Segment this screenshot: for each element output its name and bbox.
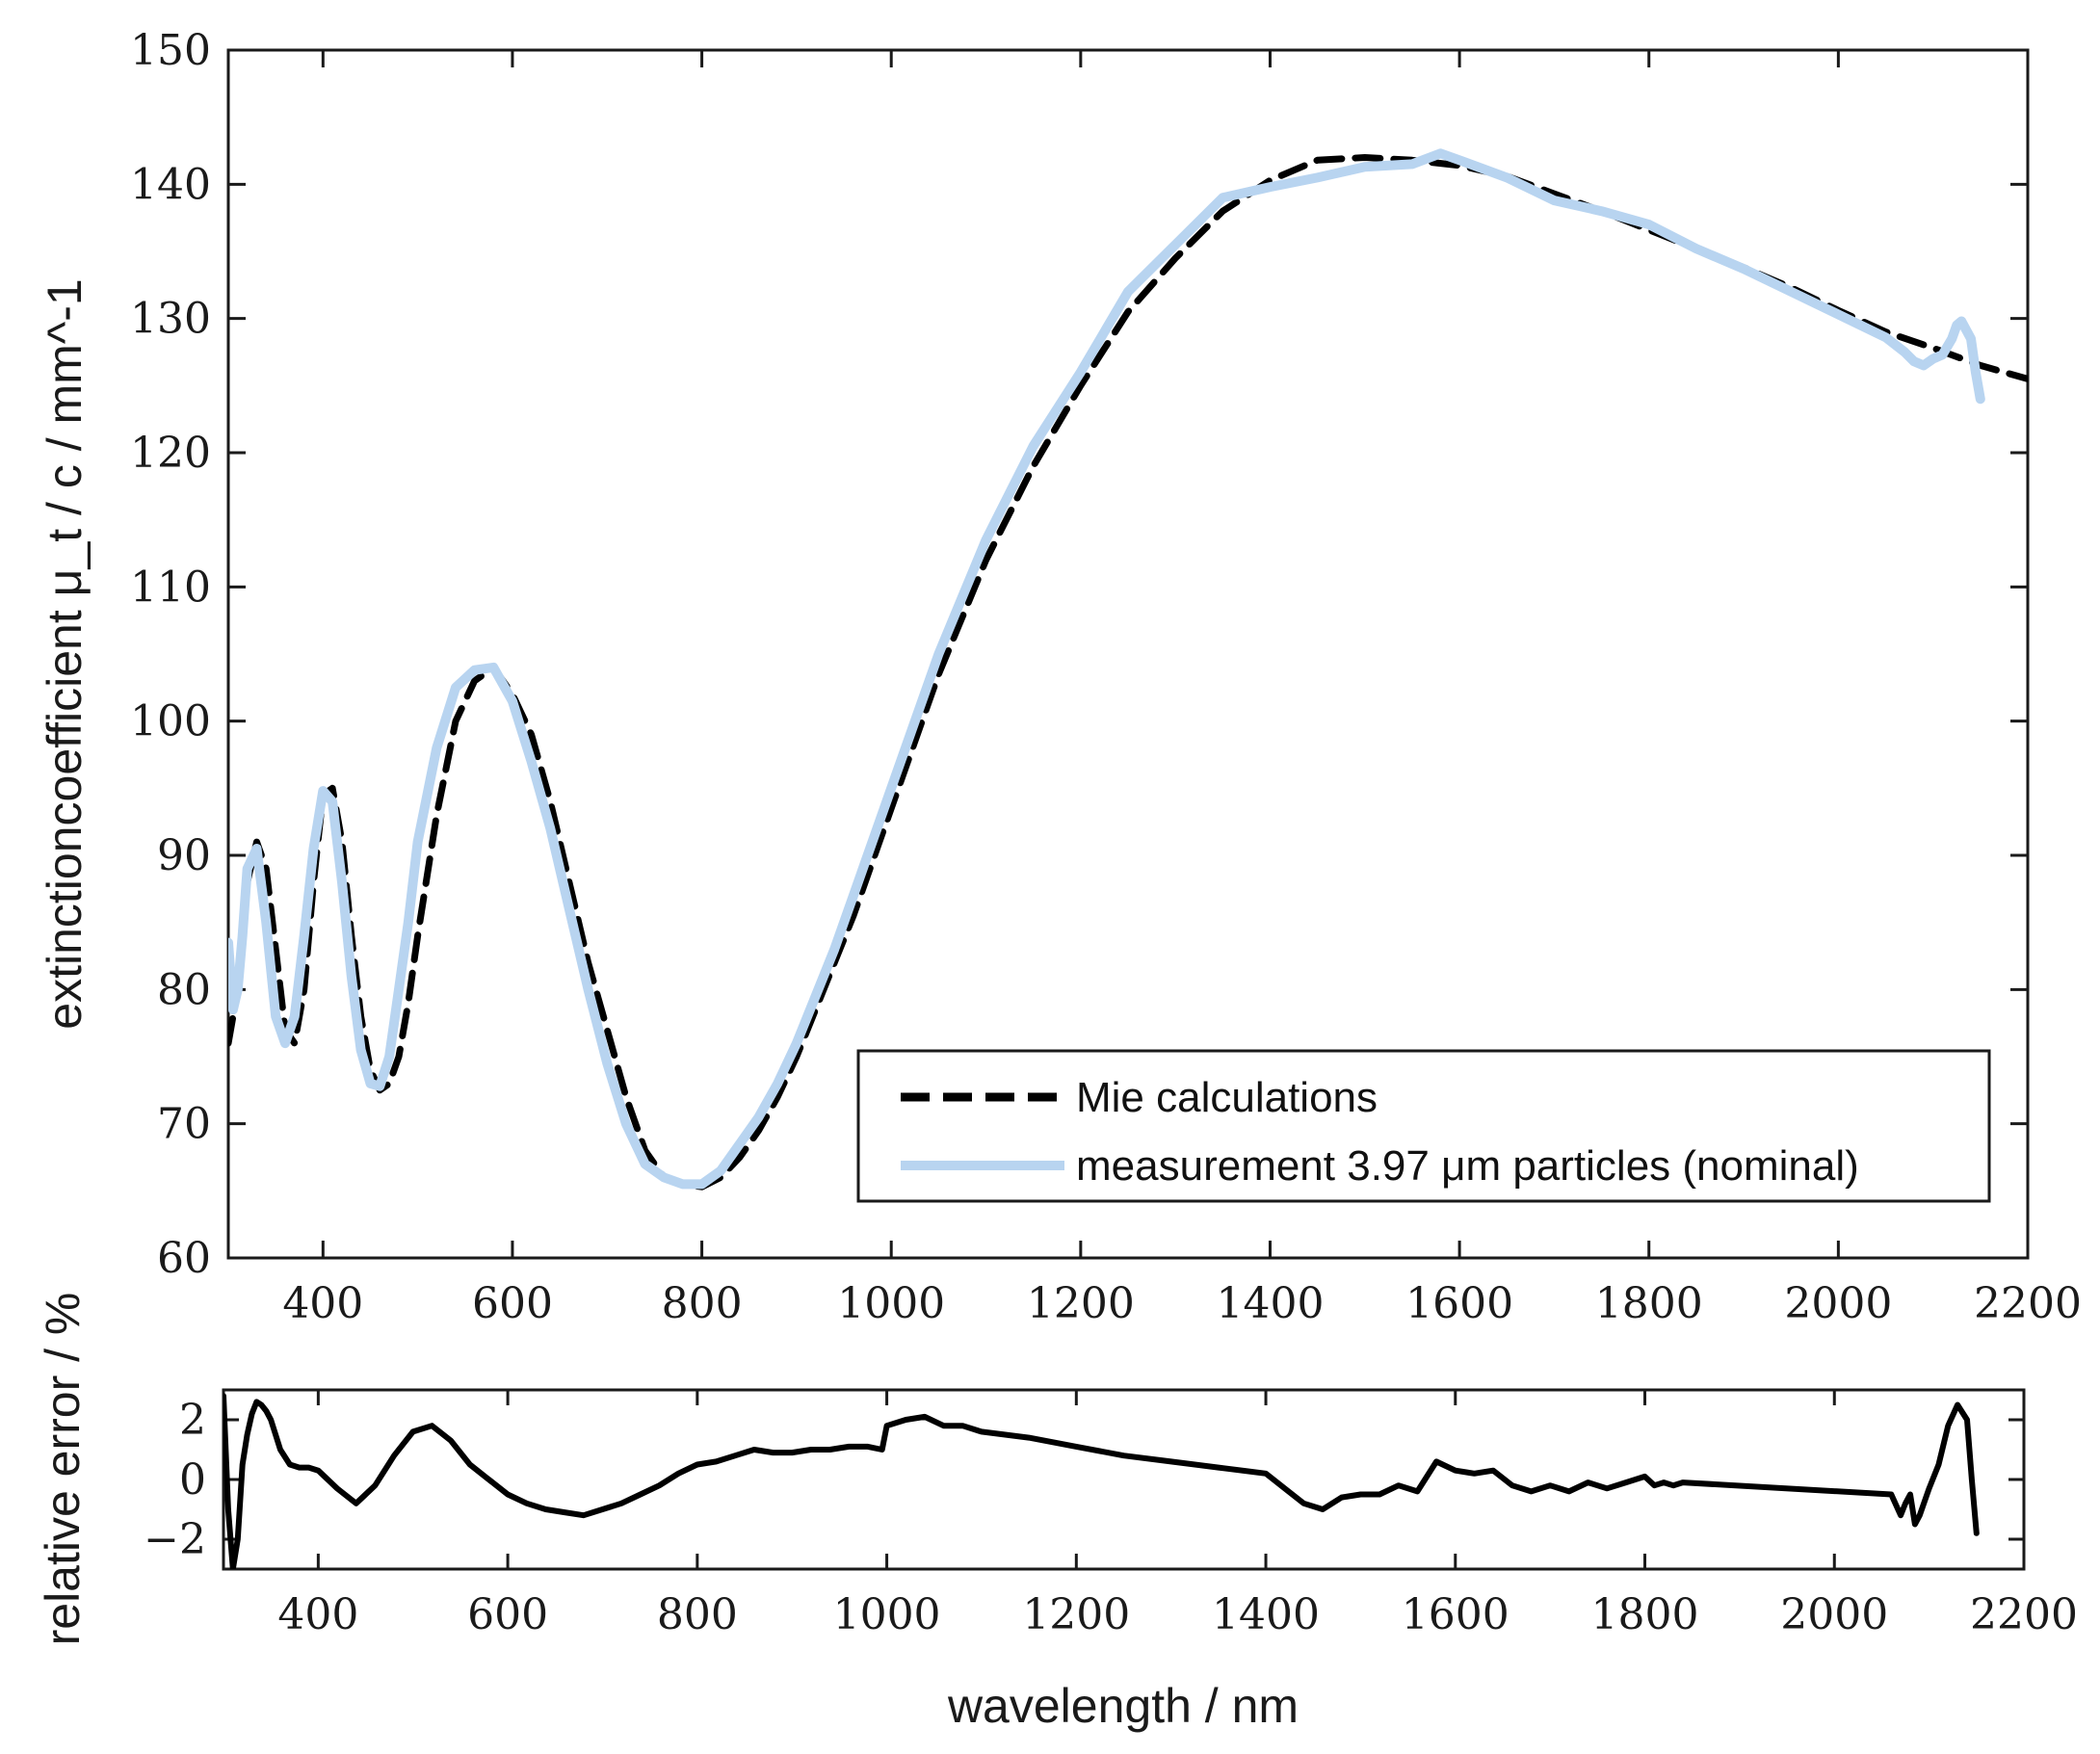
- x-tick-label: 1400: [1216, 1279, 1324, 1328]
- x-tick-label: 400: [282, 1279, 363, 1328]
- legend-box: [856, 1049, 1991, 1203]
- x-tick-label: 1000: [833, 1590, 941, 1639]
- top-x-ticks: 400 600 800 1000 1200 1400 1600 1800 2000 2200: [282, 50, 2082, 1328]
- x-tick-label: 2000: [1780, 1590, 1888, 1639]
- x-tick-label: 2000: [1784, 1279, 1892, 1328]
- y-tick-label: 2: [179, 1396, 206, 1445]
- legend-mie-label: Mie calculations: [1076, 1074, 1378, 1121]
- y-tick-label: 140: [130, 160, 211, 209]
- x-tick-label: 800: [657, 1590, 738, 1639]
- legend: Mie calculations measurement 3.97 μm par…: [856, 1049, 1991, 1203]
- x-tick-label: 1800: [1591, 1590, 1699, 1639]
- x-tick-label: 1200: [1027, 1279, 1135, 1328]
- bottom-x-ticks: 400 600 800 1000 1200 1400 1600 1800 2000 2200: [277, 1390, 2078, 1639]
- y-tick-label: 70: [157, 1100, 211, 1149]
- x-tick-label: 400: [277, 1590, 358, 1639]
- extinction-plot: 400 600 800 1000 1200 1400 1600 1800 2000 2200 60…: [38, 26, 2082, 1328]
- x-tick-label: 1600: [1402, 1590, 1509, 1639]
- y-tick-label: 110: [130, 563, 211, 612]
- top-plot-frame: [226, 48, 2030, 1260]
- legend-measurement-label: measurement 3.97 μm particles (nominal): [1076, 1142, 1859, 1190]
- relative-error-plot: 400 600 800 1000 1200 1400 1600 1800 2000 2200 −2…: [36, 1293, 2078, 1733]
- series-line-relative-error: [223, 1393, 1980, 1569]
- y-tick-label: 100: [130, 697, 211, 746]
- x-tick-label: 2200: [1970, 1590, 2078, 1639]
- y-tick-label: 130: [130, 295, 211, 344]
- x-tick-label: 800: [662, 1279, 743, 1328]
- series-line-measurement-3-97-m-particles-nominal: [228, 148, 1985, 1190]
- x-tick-label: 1000: [837, 1279, 945, 1328]
- bottom-y-axis-label: relative error / %: [36, 1293, 90, 1646]
- y-tick-label: 150: [130, 26, 211, 75]
- bottom-plot-frame: [222, 1388, 2026, 1571]
- x-tick-label: 1200: [1022, 1590, 1130, 1639]
- top-series: [228, 148, 2028, 1191]
- bottom-y-ticks: −2 0 2: [144, 1396, 2024, 1564]
- y-tick-label: −2: [144, 1515, 206, 1564]
- y-tick-label: 120: [130, 429, 211, 478]
- top-y-ticks: 60 70 80 90 100 110 120 130 140 150: [130, 26, 2028, 1283]
- x-tick-label: 1600: [1405, 1279, 1513, 1328]
- top-y-axis-label: extinctioncoefficient μ_t / c / mm^-1: [38, 278, 92, 1029]
- x-tick-label: 1400: [1212, 1590, 1320, 1639]
- y-tick-label: 60: [157, 1234, 211, 1283]
- x-tick-label: 2200: [1974, 1279, 2082, 1328]
- y-tick-label: 80: [157, 965, 211, 1014]
- x-tick-label: 1800: [1595, 1279, 1703, 1328]
- bottom-series: [223, 1393, 1980, 1569]
- x-tick-label: 600: [472, 1279, 553, 1328]
- x-axis-label: wavelength / nm: [947, 1679, 1299, 1733]
- y-tick-label: 0: [179, 1455, 206, 1505]
- y-tick-label: 90: [157, 831, 211, 880]
- x-tick-label: 600: [467, 1590, 548, 1639]
